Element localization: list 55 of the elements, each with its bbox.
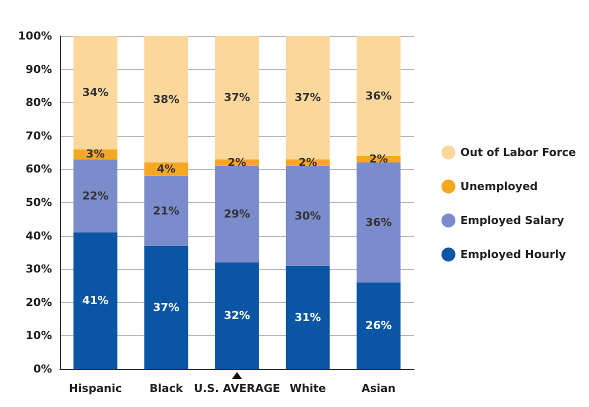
- bar: [144, 246, 188, 369]
- y-tick-label: 40%: [26, 229, 52, 242]
- y-tick-label: 70%: [26, 129, 52, 142]
- bar: [144, 176, 188, 246]
- data-label: 36%: [365, 89, 392, 102]
- x-tick-label: Hispanic: [68, 382, 122, 395]
- y-tick-label: 0%: [33, 362, 52, 376]
- data-label: 37%: [294, 91, 321, 104]
- data-label: 21%: [153, 204, 180, 218]
- y-tick-label: 30%: [26, 262, 52, 276]
- data-label: 41%: [82, 294, 109, 308]
- data-label: 32%: [224, 309, 250, 322]
- data-label: 29%: [224, 208, 250, 221]
- data-label: 38%: [153, 92, 180, 106]
- data-label: 3%: [86, 148, 105, 161]
- bar: [286, 266, 330, 369]
- data-label: 37%: [224, 91, 250, 104]
- legend-label: Employed Salary: [460, 214, 564, 227]
- bar: [215, 262, 259, 369]
- bar: [356, 36, 401, 156]
- bar: [215, 166, 259, 262]
- y-tick-label: 60%: [26, 162, 52, 176]
- bar: [356, 162, 401, 282]
- x-tick-label: U.S. AVERAGE: [194, 382, 280, 395]
- y-tick-label: 50%: [26, 196, 52, 209]
- data-label: 2%: [228, 156, 246, 170]
- bar: [286, 166, 330, 266]
- y-tick-label: 10%: [26, 329, 52, 342]
- data-label: 4%: [156, 162, 176, 176]
- y-tick-label: 20%: [26, 296, 52, 309]
- bar: [286, 36, 330, 160]
- data-label: 2%: [298, 156, 318, 170]
- data-label: 30%: [294, 209, 321, 222]
- legend-label: Unemployed: [460, 180, 538, 193]
- data-label: 34%: [82, 86, 109, 100]
- x-tick-label: White: [290, 382, 326, 395]
- y-tick-label: 90%: [26, 62, 52, 76]
- data-label: 36%: [365, 216, 392, 229]
- data-label: 22%: [82, 189, 109, 202]
- data-label: 2%: [369, 152, 388, 166]
- bar: [356, 282, 401, 369]
- bar: [73, 232, 118, 369]
- bar: [144, 36, 188, 163]
- bar: [215, 36, 259, 160]
- bar: [73, 36, 118, 150]
- y-tick-label: 100%: [18, 30, 52, 42]
- data-label: 37%: [153, 300, 180, 314]
- bar: [73, 159, 118, 232]
- legend-label: Employed Hourly: [460, 248, 566, 261]
- y-tick-label: 80%: [26, 96, 52, 110]
- data-label: 26%: [365, 319, 392, 332]
- x-tick-label: Black: [149, 382, 184, 395]
- x-tick-label: Asian: [362, 382, 396, 395]
- legend-label: Out of Labor Force: [460, 146, 576, 159]
- data-label: 31%: [294, 310, 321, 324]
